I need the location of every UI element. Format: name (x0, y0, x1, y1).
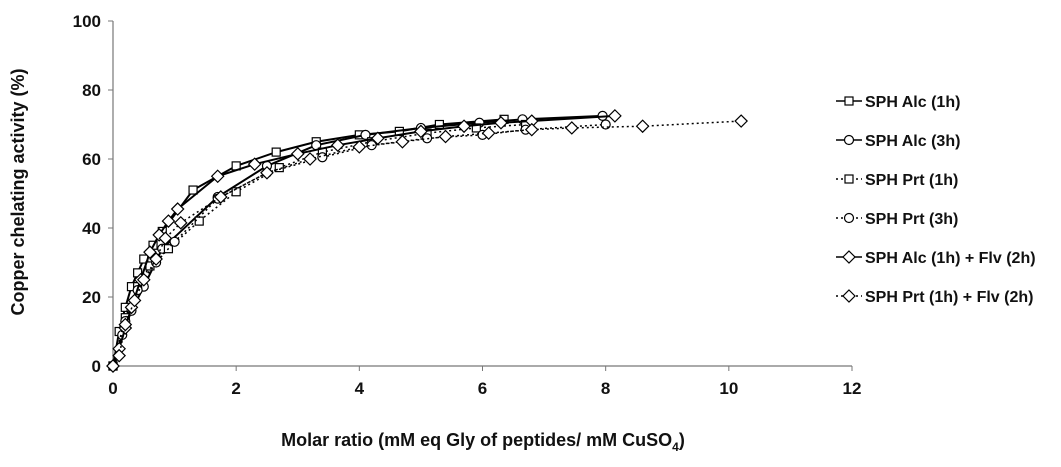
y-tick-label: 80 (82, 81, 101, 100)
legend-label: SPH Alc (1h) (865, 94, 960, 111)
marker-diamond (438, 129, 453, 144)
legend-label: SPH Alc (3h) (865, 133, 960, 150)
marker-diamond (260, 165, 274, 180)
x-axis-title: Molar ratio (mM eq Gly of peptides/ mM C… (281, 430, 685, 454)
series-line (112, 120, 742, 367)
marker-diamond (494, 115, 508, 130)
marker-square (194, 216, 204, 226)
marker-diamond (330, 138, 345, 153)
series-line (112, 114, 603, 367)
marker-circle (169, 236, 180, 247)
marker-square (271, 147, 281, 157)
marker-circle (843, 212, 855, 224)
marker-diamond (161, 214, 176, 228)
marker-diamond (734, 114, 748, 128)
marker-square (844, 96, 854, 106)
marker-diamond (457, 119, 471, 134)
marker-diamond (608, 109, 622, 123)
marker-diamond (127, 293, 142, 308)
marker-diamond (524, 122, 539, 137)
marker-diamond (136, 272, 151, 287)
marker-diamond (414, 124, 428, 139)
marker-diamond (118, 317, 133, 332)
marker-diamond (635, 119, 650, 134)
x-axis-title-end: ) (679, 430, 685, 450)
x-tick-label: 0 (108, 379, 117, 398)
marker-diamond (352, 140, 367, 154)
x-tick-label: 8 (601, 379, 610, 398)
marker-diamond (564, 121, 579, 135)
y-axis-title: Copper chelating activity (%) (8, 68, 28, 315)
y-tick-label: 0 (92, 357, 101, 376)
marker-diamond (112, 348, 127, 363)
marker-circle (360, 129, 371, 140)
x-tick-label: 6 (478, 379, 487, 398)
marker-diamond (213, 190, 228, 204)
x-tick-label: 10 (719, 379, 738, 398)
x-tick-label: 2 (231, 379, 240, 398)
x-tick-label: 4 (355, 379, 365, 398)
marker-diamond (842, 250, 856, 264)
y-tick-label: 40 (82, 219, 101, 238)
marker-circle (843, 134, 855, 146)
marker-diamond (170, 202, 185, 216)
marker-circle (421, 133, 433, 144)
marker-diamond (106, 359, 120, 373)
legend-label: SPH Prt (1h) + Flv (2h) (865, 289, 1033, 306)
marker-diamond (173, 215, 188, 230)
y-tick-label: 100 (73, 12, 101, 31)
marker-diamond (210, 169, 225, 184)
marker-diamond (290, 146, 305, 161)
legend-label: SPH Prt (1h) (865, 172, 958, 189)
marker-diamond (143, 245, 157, 259)
y-tick-label: 20 (82, 288, 101, 307)
marker-diamond (842, 289, 856, 303)
y-tick-label: 60 (82, 150, 101, 169)
marker-diamond (149, 252, 163, 266)
marker-square (274, 163, 284, 173)
marker-diamond (158, 231, 173, 246)
marker-circle (366, 140, 377, 151)
marker-square (844, 174, 854, 184)
marker-diamond (247, 157, 262, 172)
x-tick-label: 12 (843, 379, 862, 398)
series-line (112, 114, 615, 367)
series-line (112, 123, 606, 367)
legend-label: SPH Prt (3h) (865, 211, 958, 228)
x-axis-title-text: Molar ratio (mM eq Gly of peptides/ mM C… (281, 430, 672, 450)
marker-diamond (303, 152, 317, 166)
marker-square (471, 123, 481, 133)
marker-diamond (395, 134, 410, 149)
legend-label: SPH Alc (1h) + Flv (2h) (865, 250, 1036, 267)
marker-square (188, 185, 198, 195)
marker-diamond (481, 126, 496, 140)
x-axis-title-subscript: 4 (672, 440, 679, 454)
